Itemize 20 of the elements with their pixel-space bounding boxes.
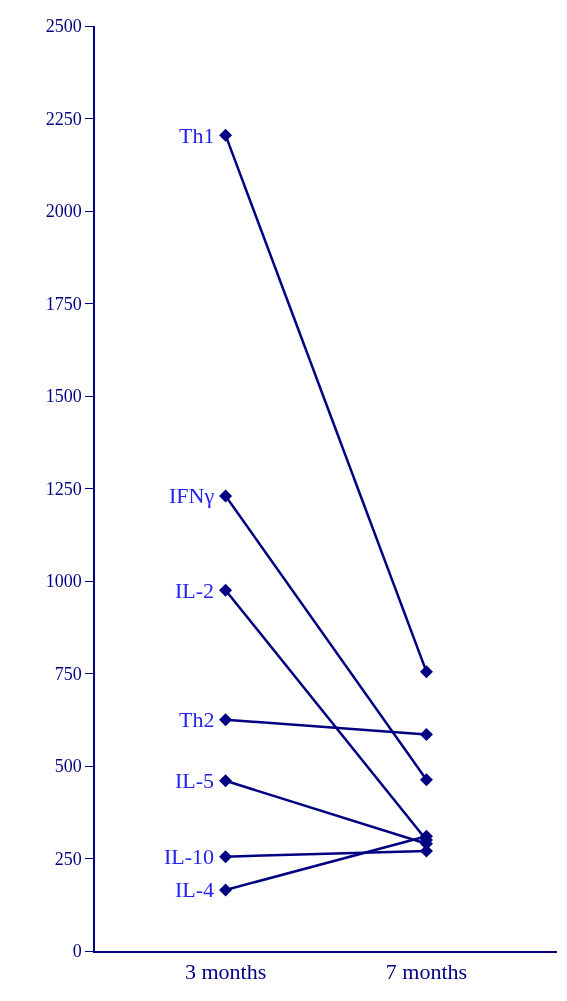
y-tick-label: 0: [72, 941, 82, 962]
y-tick-label: 500: [54, 756, 82, 777]
y-tick-label: 2500: [45, 16, 82, 37]
x-tick-label: 3 months: [184, 959, 267, 985]
series-label: IL-2: [175, 578, 215, 603]
y-tick-label: 1250: [45, 478, 82, 499]
y-tick-label: 250: [54, 848, 82, 869]
y-tick-label: 1000: [45, 571, 82, 592]
series-label: IL-5: [175, 768, 215, 793]
y-tick-label: 2000: [45, 201, 82, 222]
series-label: Th2: [179, 707, 215, 732]
y-tick-label: 2250: [45, 108, 82, 129]
series-label: IFNγ: [169, 483, 215, 508]
series-label: IL-10: [164, 844, 215, 869]
series-label: IL-4: [175, 877, 215, 902]
y-tick-label: 1750: [45, 293, 82, 314]
series-label: Th1: [179, 123, 215, 148]
x-tick-label: 7 months: [385, 959, 468, 985]
y-tick-label: 1500: [45, 386, 82, 407]
y-tick-label: 750: [54, 663, 82, 684]
